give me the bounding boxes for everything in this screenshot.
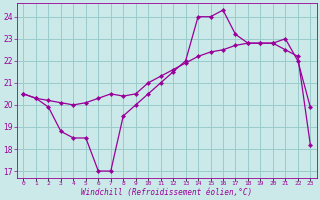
X-axis label: Windchill (Refroidissement éolien,°C): Windchill (Refroidissement éolien,°C) [81, 188, 252, 197]
